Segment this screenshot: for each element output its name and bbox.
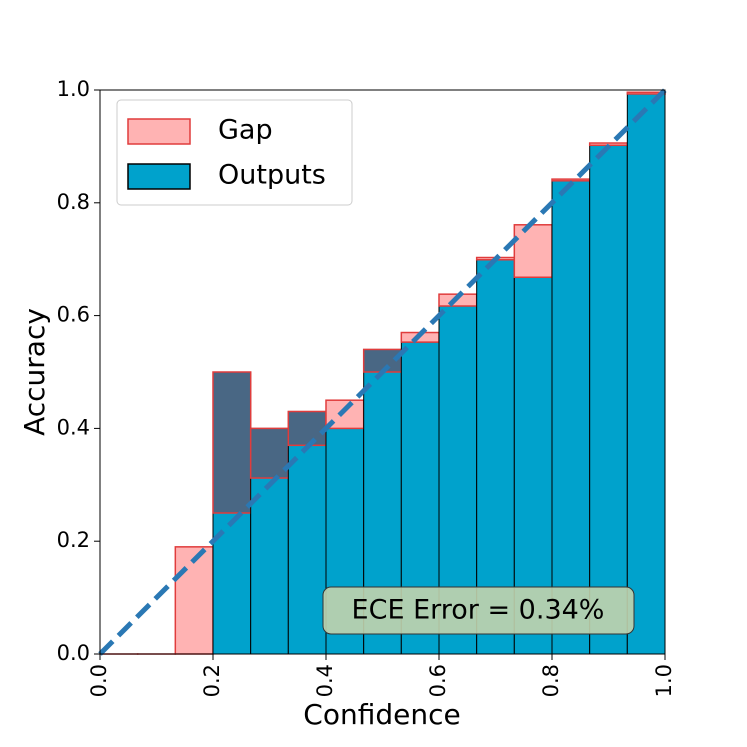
gap-bar (287, 410, 327, 447)
gap-bar (249, 427, 290, 479)
y-tick-label: 0.0 (57, 641, 90, 665)
gap-bar (212, 371, 252, 514)
gap-bar (174, 546, 214, 655)
output-bar (589, 144, 628, 655)
y-tick-label: 0.6 (57, 303, 90, 327)
x-tick-label: 1.0 (652, 664, 676, 697)
legend-label: Outputs (218, 160, 326, 191)
annotation-box (322, 586, 635, 635)
diagonal (98, 88, 667, 656)
output-bar (626, 93, 666, 655)
y-tick-label: 0.2 (57, 528, 90, 552)
x-axis-label: Confidence (303, 698, 460, 731)
y-axis-label: Accuracy (18, 308, 51, 436)
x-tick-label: 0.0 (87, 664, 111, 697)
y-tick-label: 0.4 (57, 415, 90, 439)
x-tick-label: 0.8 (539, 664, 563, 697)
legend-swatch (127, 118, 191, 145)
y-tick-label: 1.0 (57, 77, 90, 101)
x-tick-label: 0.4 (313, 664, 337, 697)
legend-label: Gap (218, 115, 273, 146)
gap-bar (513, 224, 553, 278)
x-tick-label: 0.6 (426, 664, 450, 697)
legend-swatch (127, 163, 191, 190)
y-tick-label: 0.8 (57, 190, 90, 214)
plot-frame (99, 89, 666, 655)
x-tick-label: 0.2 (200, 664, 224, 697)
annotation: ECE Error = 0.34% (352, 595, 605, 626)
output-bar (551, 180, 591, 655)
